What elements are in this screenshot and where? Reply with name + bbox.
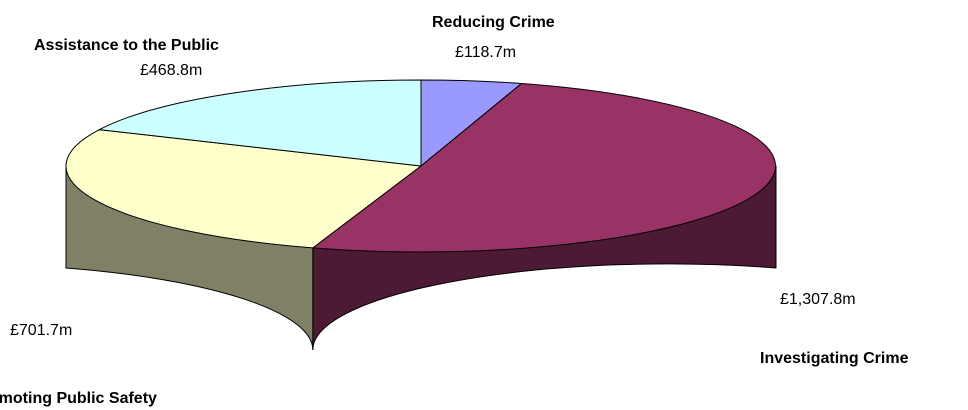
pie-slice-investigating-crime xyxy=(311,83,776,253)
value-promoting-public-safety: £701.7m xyxy=(10,322,73,339)
label-assistance-to-the-public: Assistance to the Public xyxy=(34,37,219,54)
value-assistance-to-the-public: £468.8m xyxy=(140,62,203,79)
pie-slice-assistance-to-the-public xyxy=(97,79,422,167)
label-investigating-crime: Investigating Crime xyxy=(760,350,909,367)
pie-slice-promoting-public-safety xyxy=(65,129,423,249)
label-promoting-public-safety: Promoting Public Safety xyxy=(0,390,157,407)
label-reducing-crime: Reducing Crime xyxy=(432,14,555,31)
value-reducing-crime: £118.7m xyxy=(455,44,517,61)
value-investigating-crime: £1,307.8m xyxy=(780,291,856,308)
